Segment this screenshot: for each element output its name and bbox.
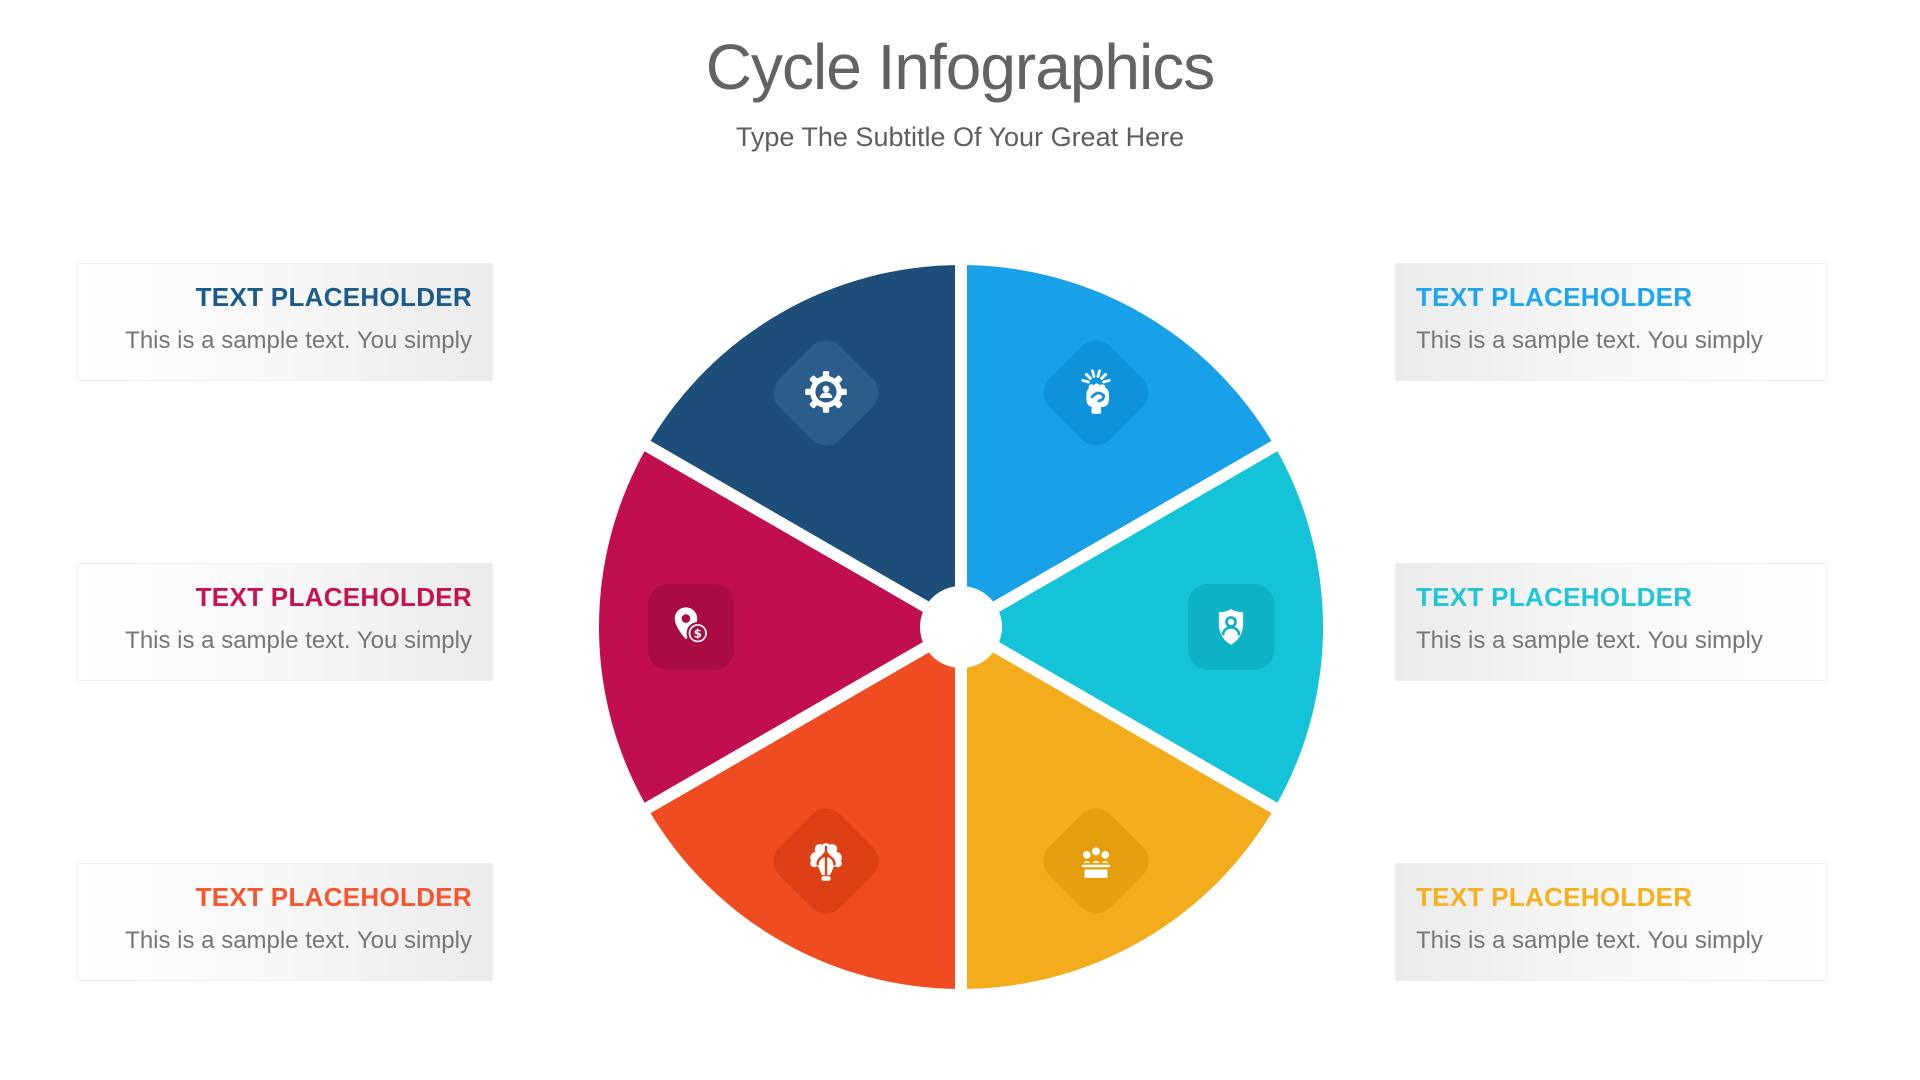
placeholder-body: This is a sample text. You simply	[125, 326, 472, 354]
segment-right	[961, 446, 1323, 808]
text-placeholder-box-right-3[interactable]: TEXT PLACEHOLDER This is a sample text. …	[1395, 863, 1827, 981]
placeholder-body: This is a sample text. You simply	[1416, 926, 1763, 954]
page-subtitle: Type The Subtitle Of Your Great Here	[735, 122, 1185, 152]
segment-gap	[631, 433, 964, 633]
text-placeholder-box-left-2[interactable]: TEXT PLACEHOLDER This is a sample text. …	[77, 563, 493, 681]
placeholder-title: TEXT PLACEHOLDER	[1416, 582, 1693, 612]
placeholder-title: TEXT PLACEHOLDER	[195, 582, 472, 612]
placeholder-title: TEXT PLACEHOLDER	[1416, 282, 1693, 312]
segment-gap	[958, 433, 1291, 633]
placeholder-title: TEXT PLACEHOLDER	[195, 882, 472, 912]
text-placeholder-box-left-1[interactable]: TEXT PLACEHOLDER This is a sample text. …	[77, 263, 493, 381]
text-placeholder-box-left-3[interactable]: TEXT PLACEHOLDER This is a sample text. …	[77, 863, 493, 981]
segment-left	[599, 446, 961, 808]
segment-gap	[958, 621, 1291, 821]
placeholder-body: This is a sample text. You simply	[125, 626, 472, 654]
slide-header: Cycle Infographics Type The Subtitle Of …	[0, 30, 1920, 153]
placeholder-title: TEXT PLACEHOLDER	[195, 282, 472, 312]
wheel-center	[920, 586, 1002, 668]
placeholder-body: This is a sample text. You simply	[125, 926, 472, 954]
text-placeholder-box-right-2[interactable]: TEXT PLACEHOLDER This is a sample text. …	[1395, 563, 1827, 681]
placeholder-body: This is a sample text. You simply	[1416, 326, 1763, 354]
segment-gap	[631, 621, 964, 821]
text-placeholder-box-right-1[interactable]: TEXT PLACEHOLDER This is a sample text. …	[1395, 263, 1827, 381]
placeholder-body: This is a sample text. You simply	[1416, 626, 1763, 654]
placeholder-title: TEXT PLACEHOLDER	[1416, 882, 1693, 912]
page-title: Cycle Infographics	[705, 31, 1215, 103]
